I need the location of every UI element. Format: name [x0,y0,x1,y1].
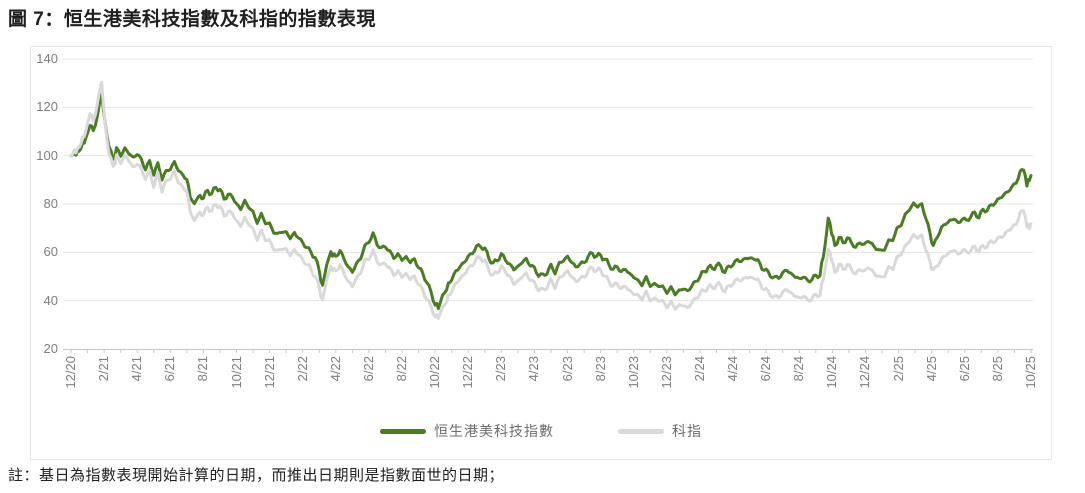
page-title: 圖 7：恒生港美科技指數及科指的指數表現 [8,9,376,30]
legend-label: 科指 [672,423,702,439]
y-axis-label: 100 [36,147,58,163]
x-axis-label: 10/25 [1023,356,1038,389]
footnote: 註：基日為指數表現開始計算的日期，而推出日期則是指數面世的日期； [8,467,505,484]
x-axis-label: 10/21 [228,356,244,389]
x-axis-label: 4/25 [923,356,939,382]
legend-swatch-hang-seng-hk-us-tech [380,428,426,434]
series-line-tech-index [69,80,1033,320]
x-axis-label: 12/22 [460,356,476,389]
x-axis-label: 8/23 [592,356,608,382]
x-axis-label: 6/23 [559,356,575,382]
x-axis-label: 4/24 [725,356,741,382]
x-axis-label: 8/22 [394,356,410,382]
legend-label: 恒生港美科技指數 [434,423,554,439]
y-axis-label: 60 [43,244,58,260]
x-axis-label: 2/24 [691,356,707,382]
y-axis-label: 40 [43,292,58,308]
x-axis-label: 8/24 [791,356,807,382]
x-axis-label: 12/20 [63,356,78,389]
x-axis-label: 2/22 [294,356,310,382]
x-axis-label: 4/22 [327,356,343,382]
y-axis-label: 80 [43,196,58,211]
x-axis-label: 12/24 [857,356,873,389]
x-axis-label: 6/22 [360,356,376,382]
series-line-hang-seng-hk-us-tech [69,92,1033,311]
x-axis-label: 6/25 [956,356,972,382]
chart-legend: 恒生港美科技指數 科指 [31,419,1051,443]
legend-item-tech-index: 科指 [618,421,702,441]
y-axis-label: 140 [36,51,58,66]
x-axis-label: 10/24 [824,356,840,389]
legend-item-hang-seng-hk-us-tech: 恒生港美科技指數 [380,421,554,441]
x-axis-label: 2/21 [96,356,112,382]
x-axis-label: 4/23 [526,356,542,382]
y-axis-label: 20 [43,341,58,356]
x-axis-label: 8/21 [195,356,211,382]
x-axis-label: 4/21 [129,356,145,382]
x-axis-label: 8/25 [989,356,1005,382]
y-axis-label: 120 [36,99,58,115]
x-axis-label: 10/23 [625,356,641,389]
x-axis-label: 6/21 [162,356,178,382]
x-axis-label: 10/22 [427,356,443,389]
legend-swatch-tech-index [618,428,664,434]
chart-area: 恒生港美科技指數 科指 20 40 60 80 100 120 140 12/20 2/21 4/2… [30,46,1052,460]
x-axis-label: 12/23 [658,356,674,389]
x-axis-label: 6/24 [758,356,774,382]
x-axis-label: 2/25 [890,356,906,382]
x-axis-label: 12/21 [261,356,277,389]
x-axis-label: 2/23 [493,356,509,382]
chart-canvas [63,58,1033,353]
